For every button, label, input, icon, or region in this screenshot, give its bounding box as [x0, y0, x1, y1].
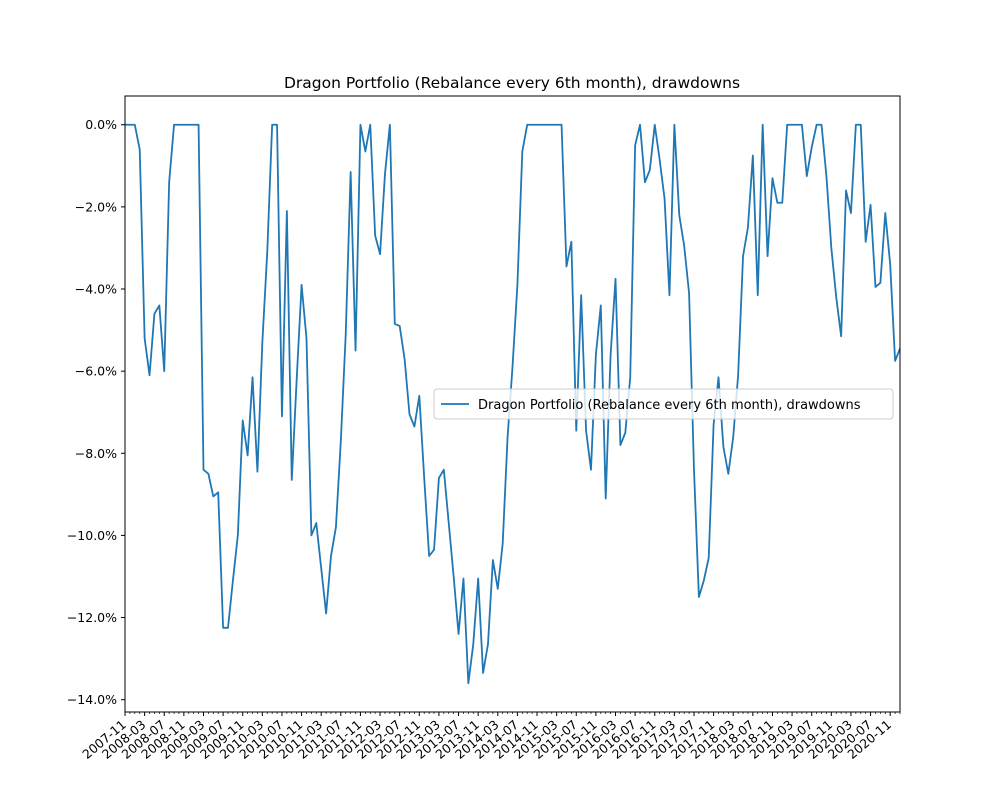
y-tick-label: −12.0%	[67, 610, 117, 625]
legend-box	[433, 388, 894, 420]
y-tick-label: −14.0%	[67, 692, 117, 707]
plot-area	[125, 123, 901, 685]
y-tick-label: −8.0%	[75, 446, 117, 461]
y-tick-label: −2.0%	[75, 199, 117, 214]
y-tick-label: −10.0%	[67, 528, 117, 543]
axes-frame	[124, 95, 901, 713]
y-tick-label: 0.0%	[85, 117, 117, 132]
y-tick-label: −4.0%	[75, 282, 117, 297]
y-axis: 0.0% −2.0% −4.0% −6.0% −8.0% −10.0% −12.0% −14.…	[67, 117, 125, 707]
legend: Dragon Portfolio (Rebalance every 6th mo…	[433, 388, 894, 420]
x-axis: 2007-112008-032008-072008-112009-032009-…	[79, 712, 901, 762]
series-line	[125, 123, 901, 685]
legend-label: Dragon Portfolio (Rebalance every 6th mo…	[478, 398, 861, 413]
y-tick-label: −6.0%	[75, 364, 117, 379]
chart-title: Dragon Portfolio (Rebalance every 6th mo…	[284, 74, 740, 92]
